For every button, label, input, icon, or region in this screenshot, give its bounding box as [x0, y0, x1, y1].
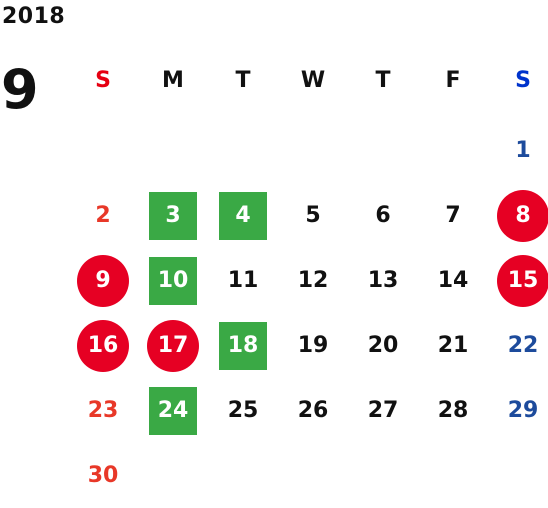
day-cell-5[interactable]: 5 [278, 183, 348, 248]
day-cell-27[interactable]: 27 [348, 378, 418, 443]
event-square [219, 321, 267, 370]
day-number: 25 [227, 397, 259, 423]
weekday-header-6: S [515, 68, 531, 93]
day-number: 19 [297, 332, 329, 358]
day-number: 1 [515, 137, 531, 163]
day-number: 7 [445, 202, 461, 228]
day-cell-6[interactable]: 6 [348, 183, 418, 248]
day-number: 10 [157, 267, 189, 293]
day-number: 28 [437, 397, 469, 423]
event-square [149, 191, 197, 240]
day-cell-22[interactable]: 22 [488, 313, 548, 378]
day-number: 27 [367, 397, 399, 423]
empty-cell [68, 118, 138, 183]
day-number: 24 [157, 397, 189, 423]
day-number: 23 [87, 397, 119, 423]
day-cell-13[interactable]: 13 [348, 248, 418, 313]
day-number: 8 [515, 202, 531, 228]
day-cell-23[interactable]: 23 [68, 378, 138, 443]
day-cell-28[interactable]: 28 [418, 378, 488, 443]
day-cell-7[interactable]: 7 [418, 183, 488, 248]
weekday-header-1: M [162, 68, 184, 93]
day-number: 5 [305, 202, 321, 228]
day-cell-15[interactable]: 15 [488, 248, 548, 313]
day-number: 30 [87, 462, 119, 488]
empty-cell [208, 118, 278, 183]
day-cell-10[interactable]: 10 [138, 248, 208, 313]
holiday-circle [77, 254, 129, 307]
day-number: 17 [157, 332, 189, 358]
weekday-header-4: T [375, 68, 391, 93]
event-square [149, 386, 197, 435]
day-cell-18[interactable]: 18 [208, 313, 278, 378]
day-cell-11[interactable]: 11 [208, 248, 278, 313]
weekday-header-5: F [445, 68, 461, 93]
day-number: 26 [297, 397, 329, 423]
holiday-circle [497, 189, 548, 242]
day-number: 16 [87, 332, 119, 358]
day-number: 22 [507, 332, 539, 358]
day-cell-4[interactable]: 4 [208, 183, 278, 248]
day-number: 15 [507, 267, 539, 293]
day-number: 29 [507, 397, 539, 423]
empty-cell [278, 118, 348, 183]
empty-cell [348, 118, 418, 183]
calendar-grid: 1 2 3 4 5 6 7 8 9 10 11 12 13 14 15 16 17 18 19 20 21 22 23 24 2… [68, 118, 548, 508]
day-cell-17[interactable]: 17 [138, 313, 208, 378]
empty-cell [208, 443, 278, 508]
day-cell-8[interactable]: 8 [488, 183, 548, 248]
empty-cell [138, 118, 208, 183]
day-number: 18 [227, 332, 259, 358]
day-cell-9[interactable]: 9 [68, 248, 138, 313]
day-cell-30[interactable]: 30 [68, 443, 138, 508]
event-square [149, 256, 197, 305]
day-number: 9 [95, 267, 111, 293]
day-cell-29[interactable]: 29 [488, 378, 548, 443]
empty-cell [488, 443, 548, 508]
empty-cell [348, 443, 418, 508]
weekday-header-3: W [300, 68, 326, 93]
empty-cell [418, 443, 488, 508]
weekday-header-2: T [235, 68, 251, 93]
day-cell-19[interactable]: 19 [278, 313, 348, 378]
day-cell-21[interactable]: 21 [418, 313, 488, 378]
holiday-circle [497, 254, 548, 307]
day-cell-16[interactable]: 16 [68, 313, 138, 378]
day-number: 13 [367, 267, 399, 293]
month-label: 9 [1, 58, 39, 121]
day-number: 21 [437, 332, 469, 358]
day-cell-26[interactable]: 26 [278, 378, 348, 443]
day-number: 6 [375, 202, 391, 228]
day-cell-3[interactable]: 3 [138, 183, 208, 248]
day-number: 20 [367, 332, 399, 358]
day-cell-1[interactable]: 1 [488, 118, 548, 183]
day-cell-24[interactable]: 24 [138, 378, 208, 443]
day-number: 2 [95, 202, 111, 228]
empty-cell [418, 118, 488, 183]
empty-cell [138, 443, 208, 508]
year-label: 2018 [2, 4, 66, 29]
day-number: 14 [437, 267, 469, 293]
weekday-header-0: S [95, 68, 111, 93]
day-cell-14[interactable]: 14 [418, 248, 488, 313]
holiday-circle [77, 319, 129, 372]
empty-cell [278, 443, 348, 508]
day-number: 4 [235, 202, 251, 228]
day-cell-20[interactable]: 20 [348, 313, 418, 378]
holiday-circle [147, 319, 199, 372]
day-number: 12 [297, 267, 329, 293]
event-square [219, 191, 267, 240]
day-cell-12[interactable]: 12 [278, 248, 348, 313]
day-cell-25[interactable]: 25 [208, 378, 278, 443]
day-number: 11 [227, 267, 259, 293]
day-number: 3 [165, 202, 181, 228]
day-cell-2[interactable]: 2 [68, 183, 138, 248]
